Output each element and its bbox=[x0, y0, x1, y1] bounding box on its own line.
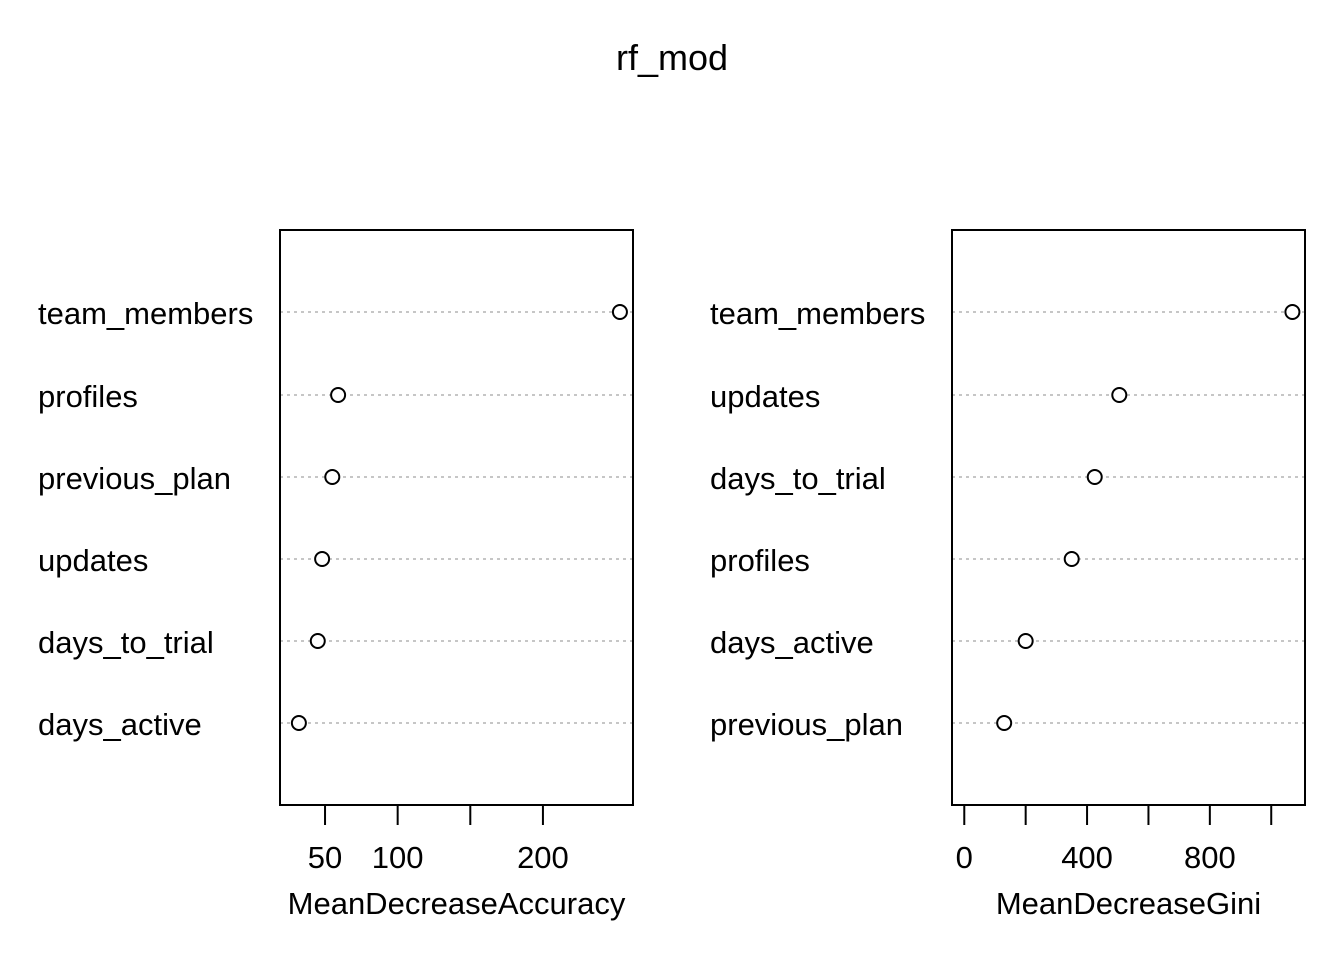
data-point bbox=[330, 387, 347, 403]
data-point bbox=[314, 551, 331, 567]
category-label: updates bbox=[38, 543, 148, 578]
category-label: updates bbox=[710, 379, 820, 414]
data-point bbox=[611, 304, 628, 320]
data-point bbox=[324, 469, 341, 485]
category-label: profiles bbox=[710, 543, 810, 578]
x-axis-label: MeanDecreaseGini bbox=[996, 886, 1261, 921]
x-tick-label: 400 bbox=[1061, 840, 1113, 875]
x-tick-label: 0 bbox=[956, 840, 973, 875]
category-label: days_active bbox=[38, 707, 202, 742]
x-tick-label: 50 bbox=[308, 840, 342, 875]
data-point bbox=[309, 633, 326, 649]
category-label: team_members bbox=[38, 296, 253, 331]
x-axis-label: MeanDecreaseAccuracy bbox=[288, 886, 626, 921]
data-point bbox=[1086, 469, 1103, 485]
category-label: days_to_trial bbox=[710, 461, 886, 496]
figure-title: rf_mod bbox=[616, 37, 728, 78]
category-label: days_active bbox=[710, 625, 874, 660]
data-point bbox=[1111, 387, 1128, 403]
category-label: team_members bbox=[710, 296, 925, 331]
data-point bbox=[1284, 304, 1301, 320]
data-point bbox=[1017, 633, 1034, 649]
data-point bbox=[290, 715, 307, 731]
panel-mean-decrease-accuracy: team_members profiles previous_planupdates… bbox=[38, 229, 634, 921]
x-tick-label: 100 bbox=[372, 840, 424, 875]
x-tick-label: 200 bbox=[517, 840, 569, 875]
x-tick-label: 800 bbox=[1184, 840, 1236, 875]
category-label: previous_plan bbox=[710, 707, 903, 742]
data-point bbox=[1063, 551, 1080, 567]
category-label: days_to_trial bbox=[38, 625, 214, 660]
data-point bbox=[996, 715, 1013, 731]
category-label: previous_plan bbox=[38, 461, 231, 496]
category-label: profiles bbox=[38, 379, 138, 414]
